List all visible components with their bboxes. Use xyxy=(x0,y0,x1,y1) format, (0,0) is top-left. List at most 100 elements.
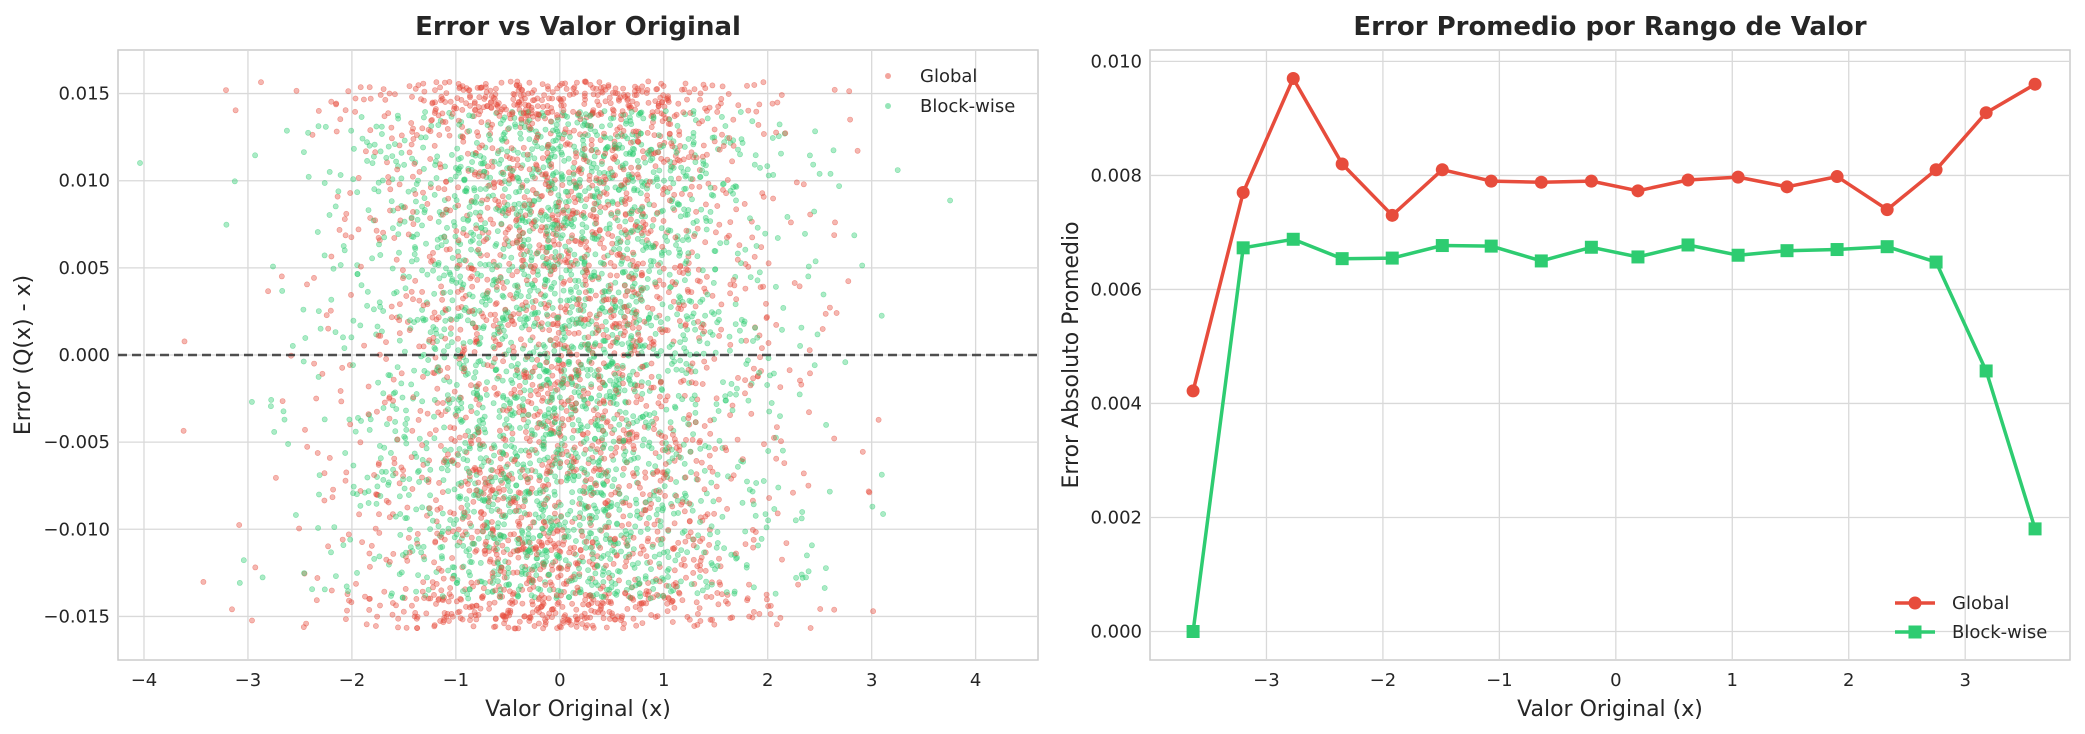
point-blockwise xyxy=(667,304,674,310)
point-blockwise xyxy=(501,129,508,136)
point-blockwise xyxy=(578,197,584,204)
point-blockwise xyxy=(373,500,380,507)
point-blockwise xyxy=(405,492,412,498)
point-blockwise xyxy=(511,394,518,401)
point-global xyxy=(497,252,504,258)
point-blockwise xyxy=(378,123,385,130)
point-blockwise xyxy=(611,426,618,433)
point-global xyxy=(475,246,482,253)
point-global xyxy=(714,590,721,596)
point-global xyxy=(515,554,522,561)
point-global xyxy=(604,418,611,425)
point-global xyxy=(530,578,537,584)
point-blockwise xyxy=(428,123,435,129)
point-blockwise xyxy=(698,497,704,504)
point-global xyxy=(483,538,489,545)
point-global xyxy=(514,162,521,168)
point-blockwise xyxy=(494,578,501,585)
point-global xyxy=(634,371,640,378)
point-blockwise xyxy=(431,396,438,403)
point-blockwise xyxy=(478,272,484,279)
point-blockwise xyxy=(271,428,278,435)
point-global xyxy=(609,240,616,247)
point-blockwise xyxy=(878,312,885,319)
point-global xyxy=(352,95,359,102)
point-global xyxy=(702,239,709,246)
point-global xyxy=(682,80,689,87)
point-global xyxy=(457,326,464,333)
point-global xyxy=(581,615,588,622)
point-global xyxy=(430,249,436,256)
point-blockwise xyxy=(385,479,392,486)
point-blockwise xyxy=(570,526,577,533)
point-global xyxy=(646,344,653,350)
point-blockwise xyxy=(665,249,672,256)
point-global xyxy=(522,95,528,102)
point-blockwise xyxy=(435,122,442,128)
point-global xyxy=(405,231,412,238)
point-blockwise xyxy=(389,265,396,272)
point-global xyxy=(480,528,487,535)
point-blockwise xyxy=(455,313,462,320)
point-blockwise xyxy=(651,553,658,560)
point-global xyxy=(520,407,527,413)
point-blockwise xyxy=(580,488,586,495)
point-blockwise xyxy=(642,159,649,166)
point-global xyxy=(560,107,567,114)
point-blockwise xyxy=(525,548,531,555)
point-blockwise xyxy=(656,269,663,275)
point-global xyxy=(570,427,577,434)
point-global xyxy=(665,120,672,127)
point-blockwise xyxy=(384,421,390,428)
point-global xyxy=(774,621,780,628)
point-blockwise xyxy=(583,544,589,551)
point-blockwise xyxy=(625,423,631,430)
point-blockwise xyxy=(268,396,275,403)
point-blockwise xyxy=(661,483,668,489)
point-global xyxy=(434,506,441,513)
point-blockwise xyxy=(521,124,528,130)
point-global xyxy=(439,489,446,495)
point-global xyxy=(733,206,740,213)
point-blockwise xyxy=(517,474,524,481)
point-blockwise xyxy=(655,373,662,380)
point-global xyxy=(614,272,620,279)
point-global xyxy=(455,335,461,342)
point-global xyxy=(761,441,767,447)
point-blockwise xyxy=(596,392,603,399)
point-global xyxy=(620,465,627,472)
point-global xyxy=(711,510,717,517)
point-global xyxy=(529,334,536,341)
point-blockwise xyxy=(628,335,634,341)
point-blockwise xyxy=(626,377,633,384)
point-global xyxy=(570,85,577,92)
point-blockwise xyxy=(586,456,592,463)
point-global xyxy=(696,439,703,446)
point-global xyxy=(582,592,589,598)
point-blockwise xyxy=(453,580,460,586)
point-global xyxy=(589,622,596,629)
point-blockwise xyxy=(322,123,329,130)
point-blockwise xyxy=(678,454,684,461)
point-blockwise xyxy=(401,137,408,144)
point-global xyxy=(406,327,413,333)
point-global xyxy=(577,546,584,553)
point-global xyxy=(319,370,326,377)
point-blockwise xyxy=(488,507,495,514)
point-global xyxy=(424,410,431,417)
point-blockwise xyxy=(439,510,446,517)
point-global xyxy=(545,86,551,92)
point-blockwise xyxy=(619,269,626,275)
point-blockwise xyxy=(447,289,454,295)
point-global xyxy=(582,272,588,279)
point-blockwise xyxy=(531,563,537,570)
point-global xyxy=(764,314,770,320)
point-global xyxy=(360,96,367,103)
point-global xyxy=(399,267,406,273)
point-global xyxy=(630,262,637,269)
point-global xyxy=(685,267,691,273)
point-blockwise xyxy=(707,531,713,538)
point-blockwise xyxy=(285,441,291,447)
point-global xyxy=(746,613,753,620)
point-global xyxy=(419,474,425,481)
